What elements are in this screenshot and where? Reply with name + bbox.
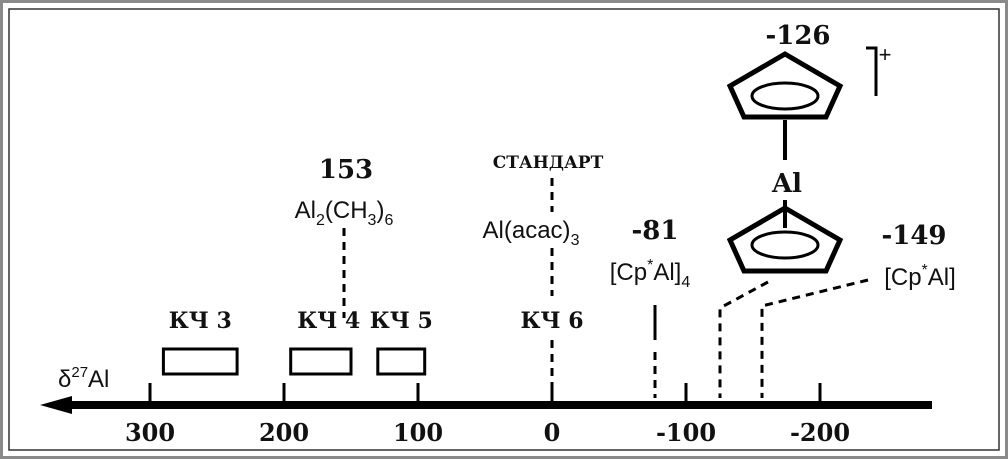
axis-tick-label: -100	[656, 418, 716, 447]
cn6-label: КЧ 6	[520, 308, 583, 334]
coordination-range-label: КЧ 4	[297, 308, 360, 334]
al2me6-value: 153	[319, 155, 373, 185]
axis-tick-label: 300	[125, 418, 175, 447]
coordination-range-box	[289, 347, 353, 376]
coordination-range-label: КЧ 5	[370, 308, 433, 334]
cpal4-formula: [Cp*Al]4	[610, 257, 691, 291]
charge-bracket	[866, 46, 878, 96]
coordination-range-box	[376, 347, 427, 376]
coordination-range-box	[161, 347, 239, 376]
standard-formula: Al(acac)3	[483, 217, 580, 249]
cpal-marker-line	[760, 278, 869, 398]
axis-ticks: 300 200 100 0 -100 -200	[125, 383, 850, 447]
cp2al-charge: +	[879, 42, 892, 67]
axis-tick-label: 100	[393, 418, 443, 447]
cyclopentadienyl-ring-top-icon	[726, 51, 844, 120]
cp2al-value: -126	[765, 21, 830, 51]
standard-caption: СТАНДАРТ	[493, 153, 604, 173]
coordination-range-label: КЧ 3	[169, 308, 232, 334]
axis-arrow	[40, 396, 72, 414]
axis-tick-label: 200	[259, 418, 309, 447]
axis-tick-label: -200	[790, 418, 850, 447]
cp2al-marker-line	[718, 280, 769, 398]
axis-tick-label: 0	[544, 418, 561, 447]
cpal-value: -149	[881, 221, 946, 251]
axis-label: δ27Al	[58, 364, 109, 393]
al2me6-formula: Al2(CH3)6	[295, 197, 394, 229]
inner-border	[8, 8, 1000, 451]
cyclopentadienyl-ring-bottom-icon	[726, 205, 844, 274]
coordination-ranges: КЧ 3 КЧ 4 КЧ 5	[161, 308, 433, 376]
cpal-formula: [Cp*Al]	[884, 262, 956, 291]
cpal4-value: -81	[632, 216, 679, 246]
cp2al-metal: Al	[771, 169, 802, 199]
